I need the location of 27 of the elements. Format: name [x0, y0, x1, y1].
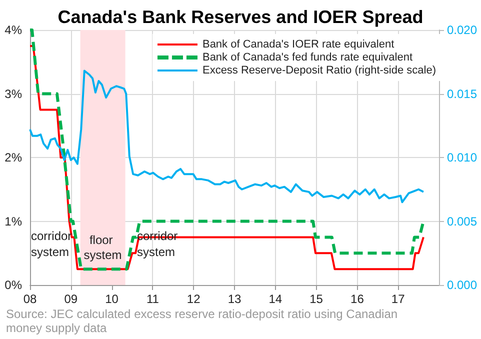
- x-tick-label: 11: [146, 292, 160, 306]
- y2-tick-label: 0.005: [447, 214, 478, 228]
- x-tick-label: 16: [350, 292, 364, 306]
- x-tick-label: 12: [186, 292, 201, 306]
- y2-tick-label: 0.020: [447, 23, 478, 37]
- x-tick-label: 13: [228, 292, 242, 306]
- y-tick-label: 0%: [4, 278, 22, 292]
- y2-tick-label: 0.010: [447, 150, 478, 164]
- legend-label: Bank of Canada's fed funds rate equivalent: [202, 52, 413, 64]
- source-note: Source: JEC calculated excess reserve ratio-deposit ratio using Canadian money supply data: [6, 307, 401, 335]
- x-tick-label: 17: [391, 292, 406, 306]
- legend-label: Bank of Canada's IOER rate equivalent: [202, 38, 394, 50]
- band-label: floor system: [84, 233, 122, 262]
- x-tick-label: 14: [268, 292, 282, 306]
- x-tick-label: 15: [310, 292, 324, 306]
- y-tick-label: 3%: [4, 86, 22, 101]
- y-tick-label: 1%: [4, 214, 22, 228]
- x-tick-label: 09: [64, 292, 78, 306]
- y-tick-label: 2%: [4, 150, 22, 164]
- x-tick-label: 10: [105, 292, 119, 306]
- y2-tick-label: 0.000: [447, 278, 478, 292]
- y2-tick-label: 0.015: [447, 86, 478, 101]
- annotation: corridor system: [31, 229, 76, 259]
- x-tick-label: 08: [23, 292, 37, 306]
- chart-title: Canada's Bank Reserves and IOER Spread: [58, 7, 424, 27]
- legend-label: Excess Reserve-Deposit Ratio (right-side scale): [202, 64, 436, 76]
- y-tick-label: 4%: [4, 23, 22, 37]
